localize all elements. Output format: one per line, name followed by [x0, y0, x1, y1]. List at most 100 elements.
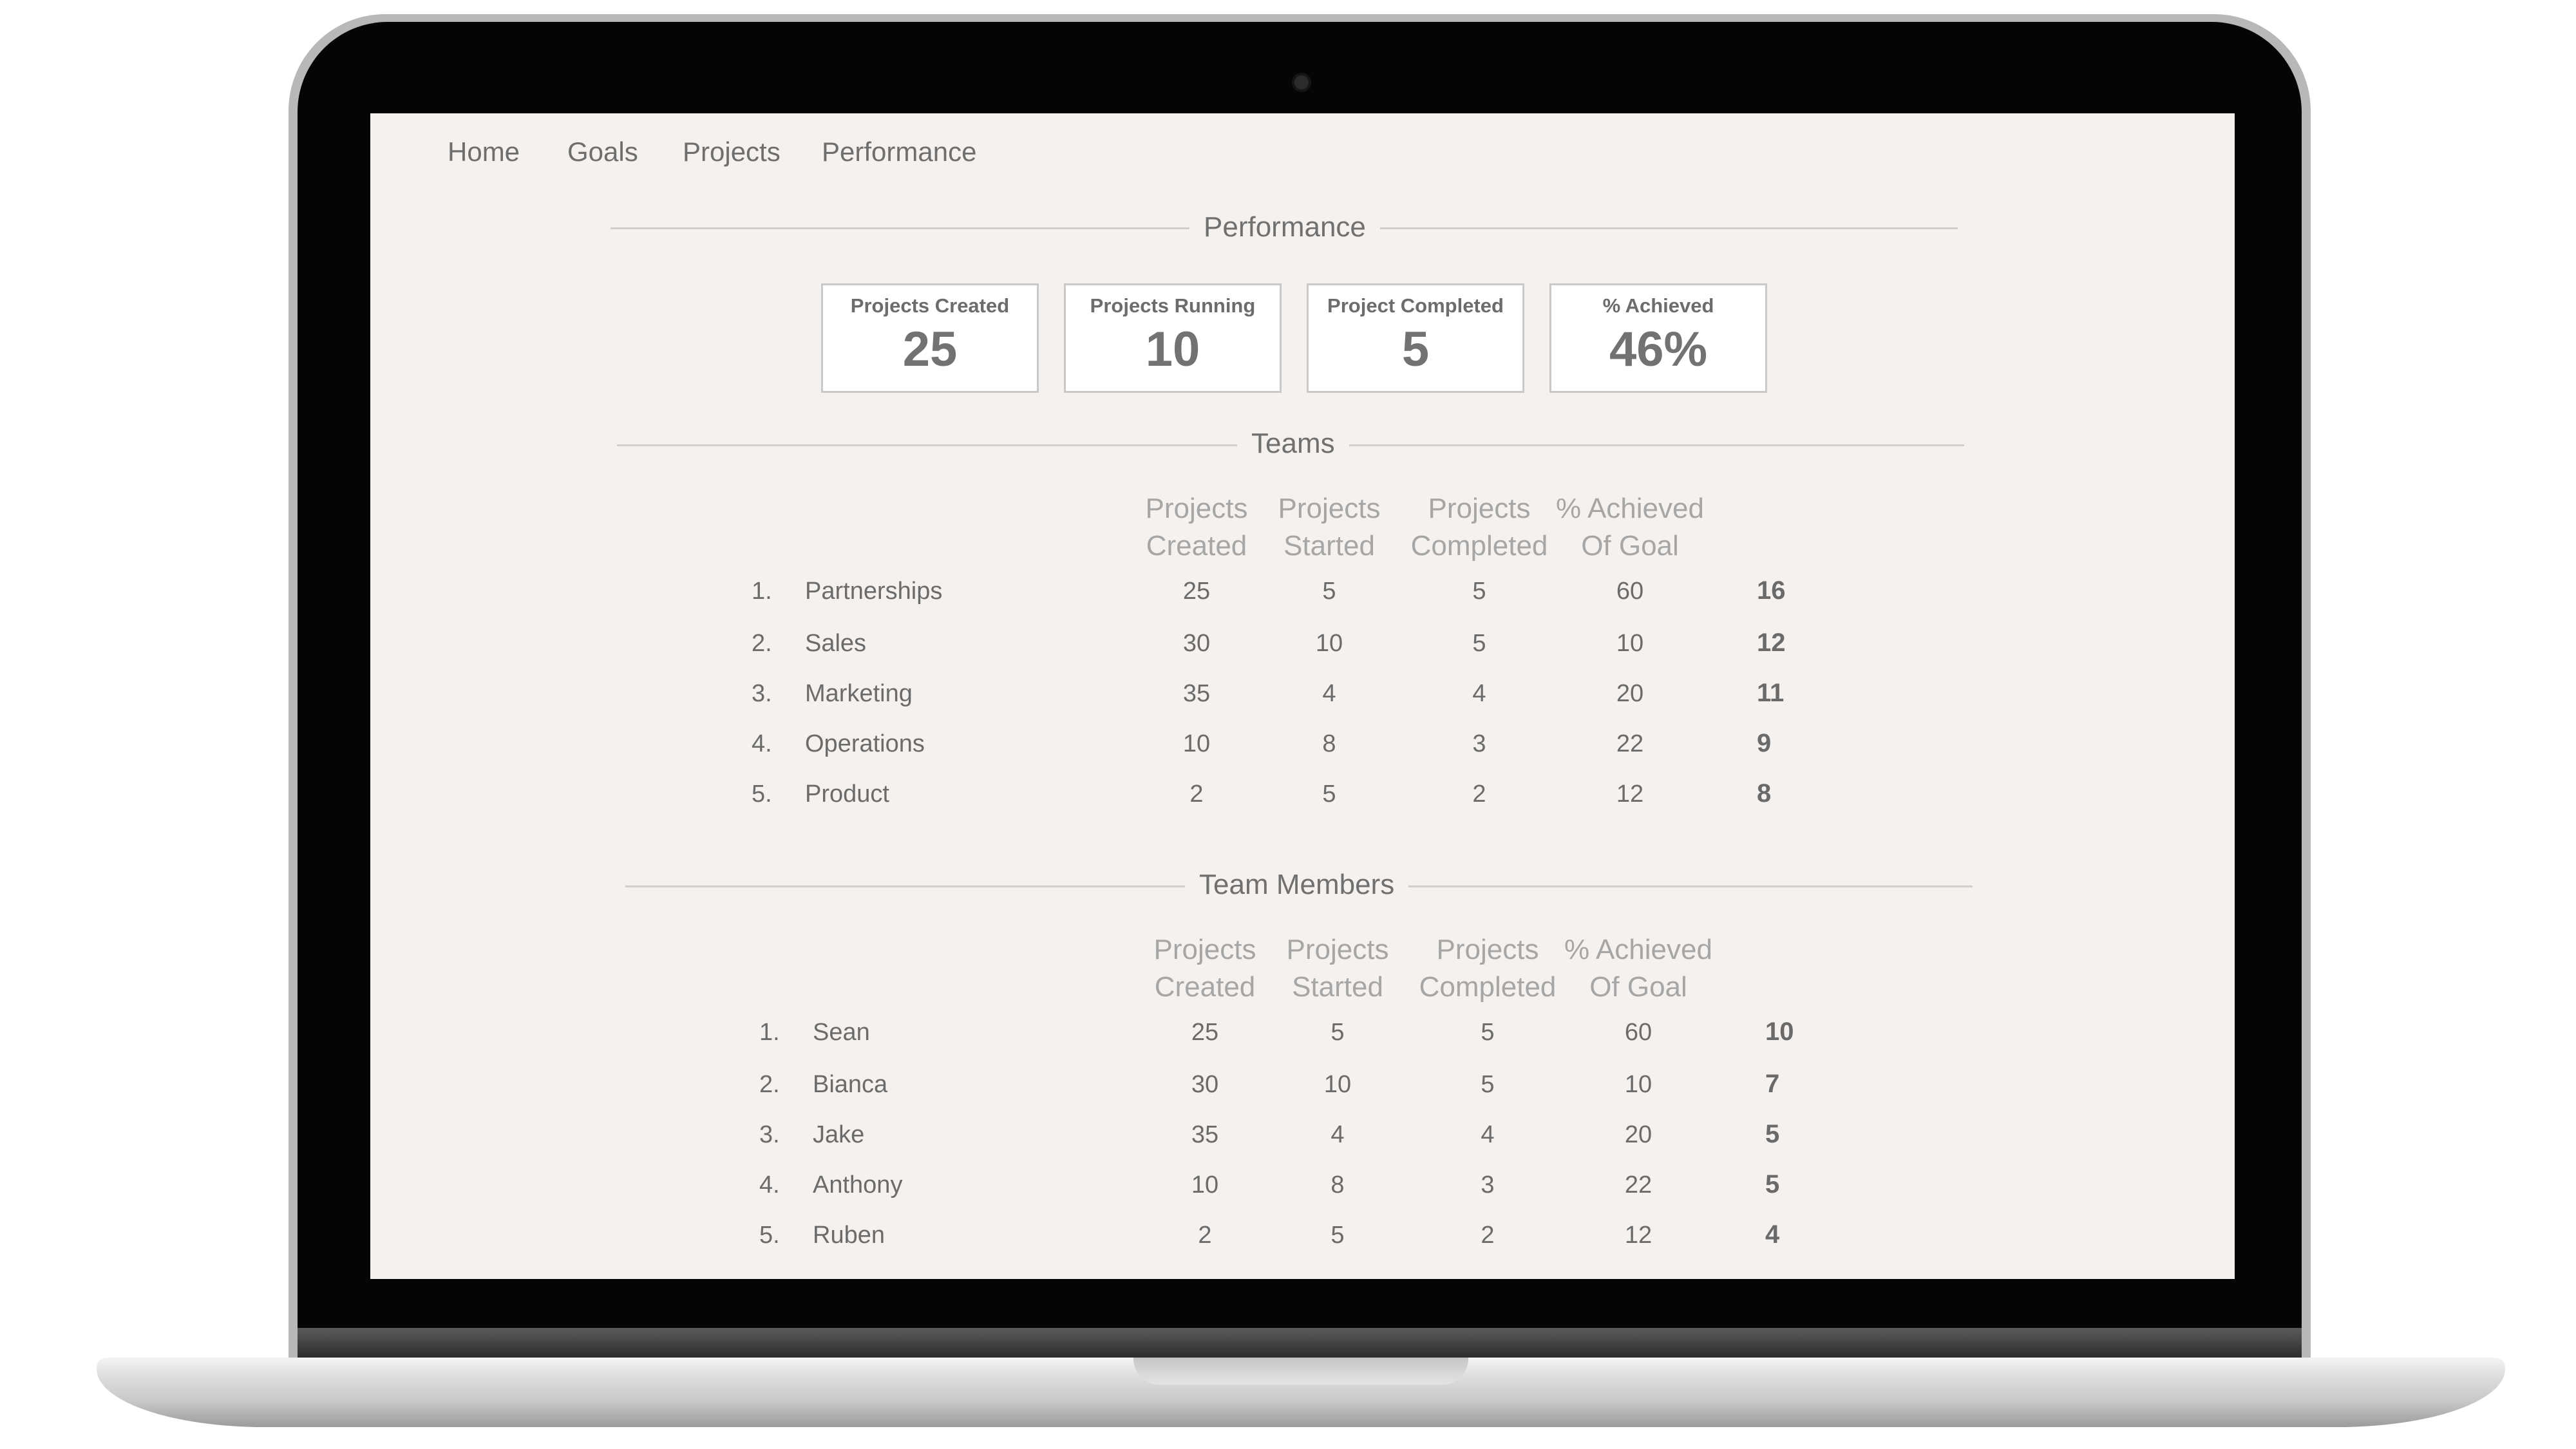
row-rank: 3.	[759, 1121, 780, 1148]
percent-achieved: 22	[1624, 1171, 1653, 1198]
col-head-line: Completed	[1419, 971, 1557, 1003]
nav-goals[interactable]: Goals	[567, 137, 638, 167]
projects-completed: 4	[1481, 1121, 1495, 1148]
team-score: 12	[1757, 629, 1786, 657]
percent-achieved: 20	[1624, 1121, 1653, 1148]
team-name: Sales	[805, 630, 867, 657]
nav-home[interactable]: Home	[448, 137, 520, 167]
projects-completed: 5	[1472, 630, 1486, 657]
row-rank: 1.	[752, 578, 772, 605]
col-head-line: Created	[1154, 971, 1256, 1003]
percent-achieved: 12	[1624, 1222, 1653, 1249]
teams-title: Teams	[1237, 428, 1349, 460]
col-head-line: Started	[1292, 971, 1383, 1003]
member-name: Jake	[813, 1121, 865, 1148]
team-score: 8	[1757, 779, 1772, 808]
projects-started: 8	[1331, 1171, 1345, 1198]
nav-performance[interactable]: Performance	[822, 137, 977, 167]
col-head-line: Projects	[1436, 934, 1539, 965]
members-title: Team Members	[1185, 869, 1409, 901]
col-head-line: Created	[1146, 530, 1247, 562]
percent-achieved: 60	[1624, 1019, 1653, 1046]
members-col-completed: Projects Completed	[1410, 931, 1565, 1006]
stat-value: 10	[1145, 322, 1200, 377]
col-head-line: Started	[1283, 530, 1375, 562]
percent-achieved: 60	[1616, 578, 1644, 605]
stat-label: Project Completed	[1327, 294, 1504, 317]
col-head-line: Of Goal	[1589, 971, 1687, 1003]
col-head-line: Projects	[1278, 493, 1381, 524]
member-name: Anthony	[813, 1171, 903, 1198]
stat-label: Projects Created	[850, 294, 1010, 317]
stat-percent-achieved: % Achieved 46%	[1549, 283, 1767, 393]
projects-created: 10	[1191, 1171, 1219, 1198]
projects-created: 35	[1191, 1121, 1219, 1148]
percent-achieved: 22	[1616, 730, 1644, 757]
projects-created: 25	[1182, 578, 1211, 605]
col-head-line: Of Goal	[1581, 530, 1679, 562]
member-score: 4	[1765, 1220, 1780, 1249]
teams-col-started: Projects Started	[1252, 490, 1406, 565]
stat-label: % Achieved	[1602, 294, 1714, 317]
member-score: 10	[1765, 1018, 1794, 1046]
col-head-line: % Achieved	[1556, 493, 1704, 524]
projects-created: 2	[1189, 781, 1204, 808]
row-rank: 2.	[759, 1071, 780, 1098]
row-rank: 2.	[752, 630, 772, 657]
projects-started: 10	[1323, 1071, 1352, 1098]
performance-title: Performance	[1189, 211, 1380, 243]
projects-completed: 2	[1481, 1222, 1495, 1249]
projects-started: 5	[1322, 781, 1336, 808]
projects-created: 35	[1182, 680, 1211, 707]
member-name: Sean	[813, 1019, 870, 1046]
stat-value: 46%	[1609, 322, 1708, 377]
team-score: 11	[1757, 679, 1785, 707]
member-score: 5	[1765, 1120, 1780, 1148]
projects-completed: 3	[1481, 1171, 1495, 1198]
projects-completed: 5	[1472, 578, 1486, 605]
teams-col-achieved: % Achieved Of Goal	[1553, 490, 1707, 565]
member-name: Ruben	[813, 1222, 885, 1249]
member-score: 5	[1765, 1170, 1780, 1198]
projects-completed: 5	[1481, 1019, 1495, 1046]
col-head-line: Completed	[1410, 530, 1548, 562]
stat-projects-created: Projects Created 25	[821, 283, 1039, 393]
col-head-line: % Achieved	[1564, 934, 1712, 965]
row-rank: 4.	[752, 730, 772, 757]
row-rank: 5.	[759, 1222, 780, 1249]
stat-value: 5	[1401, 322, 1430, 377]
row-rank: 5.	[752, 781, 772, 808]
projects-started: 5	[1322, 578, 1336, 605]
col-head-line: Projects	[1153, 934, 1256, 965]
projects-created: 30	[1191, 1071, 1219, 1098]
projects-completed: 5	[1481, 1071, 1495, 1098]
stat-project-completed: Project Completed 5	[1307, 283, 1524, 393]
projects-completed: 4	[1472, 680, 1486, 707]
screen: Home Goals Projects Performance Performa…	[370, 113, 2235, 1279]
nav-projects[interactable]: Projects	[683, 137, 781, 167]
row-rank: 3.	[752, 680, 772, 707]
projects-started: 5	[1331, 1019, 1345, 1046]
webcam	[1294, 75, 1309, 90]
projects-completed: 2	[1472, 781, 1486, 808]
members-col-created: Projects Created	[1128, 931, 1282, 1006]
projects-created: 10	[1182, 730, 1211, 757]
projects-completed: 3	[1472, 730, 1486, 757]
laptop-hinge	[298, 1328, 2302, 1359]
team-score: 16	[1757, 576, 1786, 605]
team-name: Product	[805, 781, 889, 808]
projects-created: 25	[1191, 1019, 1219, 1046]
percent-achieved: 20	[1616, 680, 1644, 707]
col-head-line: Projects	[1286, 934, 1389, 965]
team-name: Marketing	[805, 680, 913, 707]
members-col-achieved: % Achieved Of Goal	[1561, 931, 1716, 1006]
member-score: 7	[1765, 1070, 1780, 1098]
percent-achieved: 10	[1616, 630, 1644, 657]
projects-started: 8	[1322, 730, 1336, 757]
team-name: Operations	[805, 730, 925, 757]
row-rank: 1.	[759, 1019, 780, 1046]
teams-col-created: Projects Created	[1119, 490, 1274, 565]
col-head-line: Projects	[1145, 493, 1248, 524]
laptop-thumb-notch	[1133, 1358, 1468, 1385]
projects-started: 5	[1331, 1222, 1345, 1249]
